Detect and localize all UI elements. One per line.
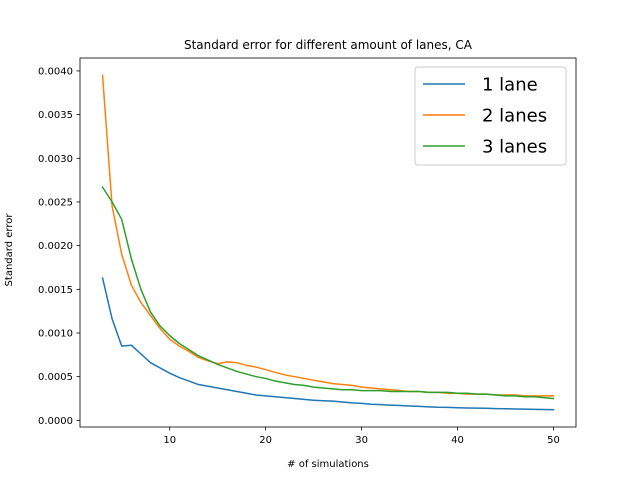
x-axis-label: # of simulations: [287, 459, 369, 470]
legend-box: [414, 66, 567, 166]
y-tick-label: 0.0025: [38, 197, 73, 208]
series-layer: [101, 74, 555, 411]
x-tick-label: 10: [163, 435, 176, 446]
legend-label-3: 3 lanes: [482, 137, 547, 158]
y-tick-label: 0.0010: [38, 329, 73, 340]
axes-layer: 10 20 30 40 50 0.0000 0.0005 0.0010 0.0015 0.0020…: [38, 57, 577, 446]
y-tick-label: 0.0035: [38, 110, 73, 121]
axes-frame: [79, 57, 577, 428]
chart-title: Standard error for different amount of l…: [184, 38, 473, 52]
y-tick-label: 0.0015: [38, 285, 73, 296]
series-line-1: [101, 277, 555, 411]
legend-label-2: 2 lanes: [482, 106, 547, 127]
y-axis-label: Standard error: [4, 213, 15, 287]
y-tick-label: 0.0000: [38, 416, 73, 427]
legend: 1 lane 2 lanes 3 lanes: [414, 66, 567, 166]
series-line-3: [101, 186, 555, 400]
y-tick-label: 0.0030: [38, 154, 73, 165]
x-tick-label: 40: [451, 435, 464, 446]
x-tick-label: 30: [355, 435, 368, 446]
y-tick-label: 0.0040: [38, 66, 73, 77]
x-tick-label: 50: [547, 435, 560, 446]
y-tick-label: 0.0005: [38, 372, 73, 383]
x-tick-label: 20: [259, 435, 272, 446]
legend-label-1: 1 lane: [482, 75, 538, 96]
y-tick-label: 0.0020: [38, 241, 73, 252]
